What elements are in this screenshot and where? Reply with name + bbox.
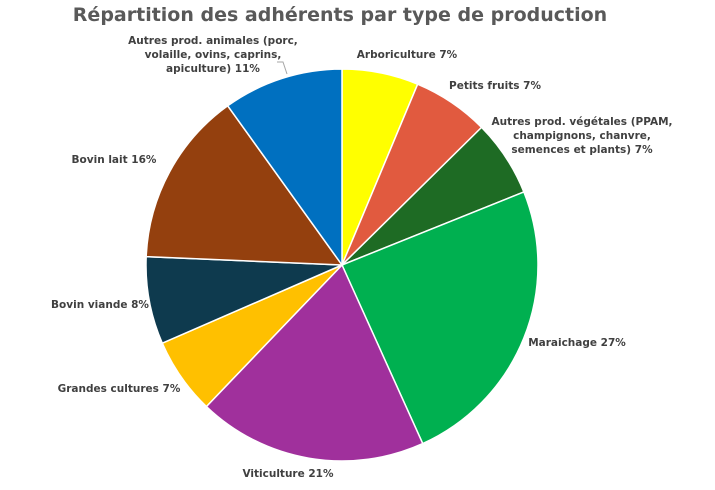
slice-label: Maraichage 27% [528, 337, 626, 349]
slice-label: Autres prod. animales (porc, volaille, ov… [128, 35, 298, 75]
pie-slice [226, 68, 343, 268]
leader-lines [277, 61, 288, 75]
slice-label: Grandes cultures 7% [58, 383, 181, 395]
chart-title: Répartition des adhérents par type de pr… [73, 4, 607, 26]
leader-line [277, 61, 288, 75]
slice-label: Viticulture 21% [242, 468, 334, 480]
slice-label: Petits fruits 7% [449, 80, 541, 92]
pie-slice [340, 190, 539, 445]
pie-slice [205, 263, 424, 462]
slice-labels: Arboriculture 7% Petits fruits 7% Autres p… [51, 35, 672, 480]
pie-slice [145, 104, 344, 266]
slice-label: Bovin lait 16% [72, 154, 157, 166]
slice-label: Autres prod. végétales (PPAM, champignons… [491, 116, 672, 156]
slice-label: Bovin viande 8% [51, 299, 149, 311]
slice-label: Arboriculture 7% [357, 49, 458, 61]
pie-slices [145, 68, 539, 462]
